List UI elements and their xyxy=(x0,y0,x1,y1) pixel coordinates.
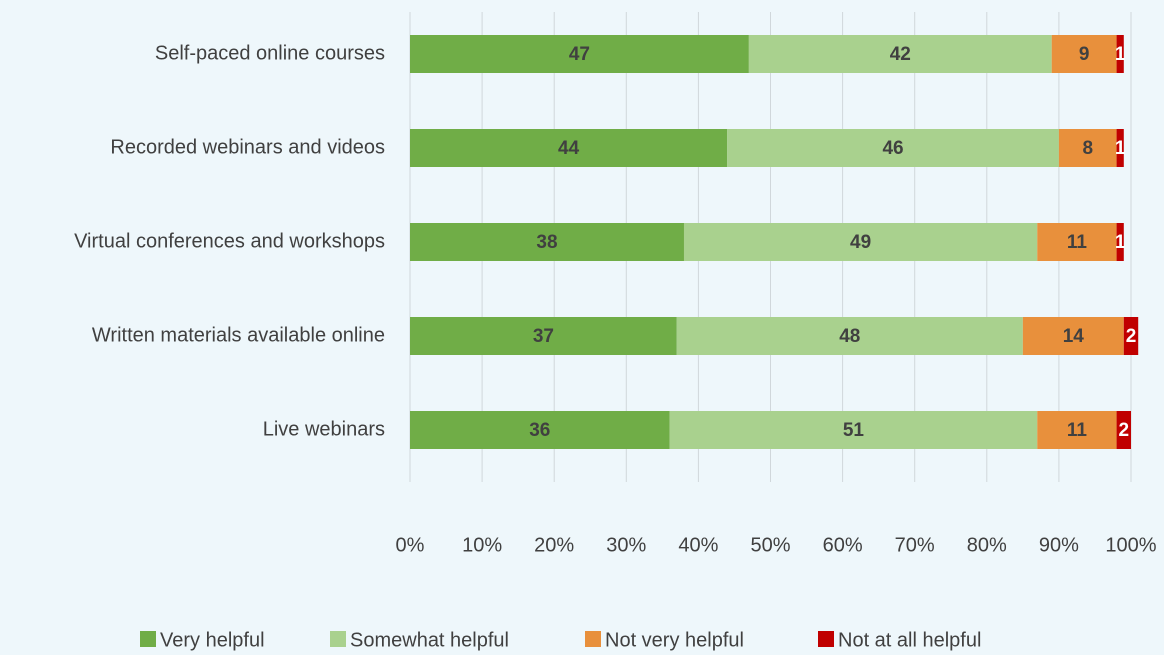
x-tick-label: 40% xyxy=(678,534,718,556)
bar-segment xyxy=(683,223,1038,261)
data-label: 49 xyxy=(850,232,871,253)
data-label: 1 xyxy=(1115,232,1126,253)
bar-segment xyxy=(1058,129,1117,167)
bar-segment xyxy=(410,317,677,355)
bar-segment xyxy=(410,35,749,73)
x-tick-label: 0% xyxy=(396,534,425,556)
bar-segment xyxy=(410,129,728,167)
bar-segment xyxy=(1116,411,1131,449)
y-tick-label: Live webinars xyxy=(263,418,385,440)
bar-segment xyxy=(1051,35,1117,73)
x-tick-label: 10% xyxy=(462,534,502,556)
data-label: 11 xyxy=(1067,420,1088,441)
bar-segment xyxy=(1116,223,1124,261)
legend-label: Somewhat helpful xyxy=(350,629,509,651)
y-tick-label: Recorded webinars and videos xyxy=(110,136,385,158)
bar-segment xyxy=(1116,129,1124,167)
data-label: 51 xyxy=(843,420,865,441)
bar-segment xyxy=(748,35,1052,73)
legend-label: Not at all helpful xyxy=(838,629,981,651)
data-label: 11 xyxy=(1067,232,1088,253)
data-label: 36 xyxy=(529,420,550,441)
bar-segment xyxy=(676,317,1023,355)
x-tick-label: 90% xyxy=(1039,534,1079,556)
x-tick-label: 100% xyxy=(1105,534,1156,556)
data-label: 2 xyxy=(1119,420,1130,441)
x-tick-label: 30% xyxy=(606,534,646,556)
data-label: 48 xyxy=(839,326,860,347)
data-label: 1 xyxy=(1115,138,1126,159)
bar-segment xyxy=(1123,317,1139,355)
bar-segment xyxy=(1037,411,1117,449)
data-label: 1 xyxy=(1115,44,1126,65)
data-label: 42 xyxy=(890,44,911,65)
data-label: 9 xyxy=(1079,44,1090,65)
x-tick-label: 60% xyxy=(823,534,863,556)
bar-segment xyxy=(1022,317,1124,355)
x-tick-label: 20% xyxy=(534,534,574,556)
bar-segment xyxy=(410,411,670,449)
legend-label: Not very helpful xyxy=(605,629,744,651)
bar-segment xyxy=(410,223,684,261)
bar-segment xyxy=(727,129,1059,167)
legend-swatch xyxy=(818,631,834,647)
bar-segment xyxy=(1037,223,1117,261)
data-label: 2 xyxy=(1126,326,1137,347)
data-label: 14 xyxy=(1063,326,1085,347)
data-label: 37 xyxy=(533,326,554,347)
bar-segment xyxy=(1116,35,1124,73)
data-label: 44 xyxy=(558,138,580,159)
y-tick-label: Self-paced online courses xyxy=(155,42,385,64)
bar-segment xyxy=(669,411,1038,449)
legend-swatch xyxy=(330,631,346,647)
legend-swatch xyxy=(585,631,601,647)
y-tick-label: Written materials available online xyxy=(92,324,385,346)
x-tick-label: 50% xyxy=(750,534,790,556)
y-tick-label: Virtual conferences and workshops xyxy=(74,230,385,252)
legend-label: Very helpful xyxy=(160,629,265,651)
data-label: 8 xyxy=(1082,138,1093,159)
x-tick-label: 70% xyxy=(895,534,935,556)
data-label: 46 xyxy=(882,138,903,159)
x-tick-label: 80% xyxy=(967,534,1007,556)
data-label: 38 xyxy=(536,232,557,253)
legend-swatch xyxy=(140,631,156,647)
data-label: 47 xyxy=(569,44,590,65)
